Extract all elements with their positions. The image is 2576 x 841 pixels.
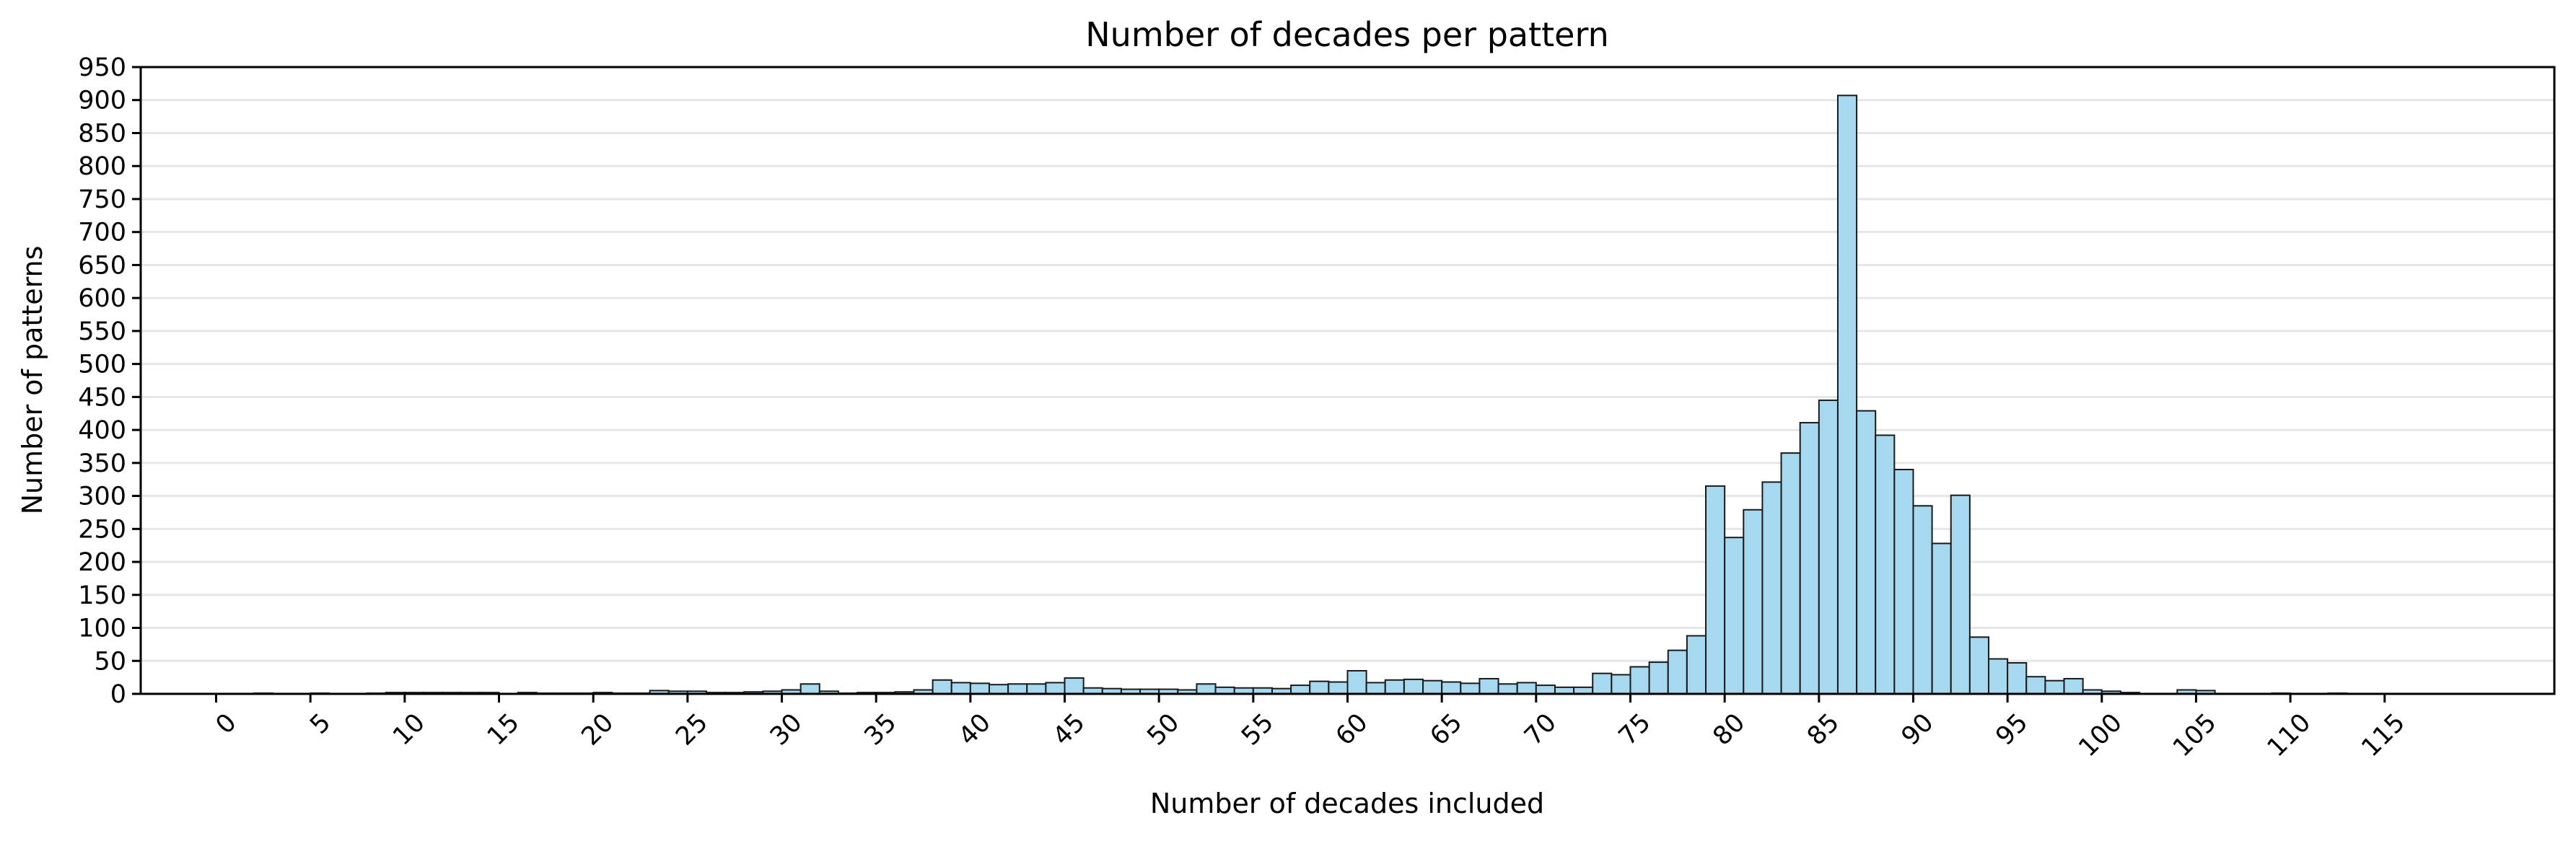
- y-tick-label-100: 100: [78, 615, 126, 643]
- bar-94: [1988, 658, 2009, 695]
- bar-64: [1422, 679, 1443, 695]
- bar-63: [1403, 678, 1424, 695]
- bar-98: [2063, 677, 2084, 695]
- bar-89: [1893, 468, 1914, 695]
- y-tick-label-350: 350: [78, 449, 126, 478]
- bar-93: [1968, 636, 1990, 695]
- bar-66: [1460, 682, 1481, 695]
- bar-73: [1592, 672, 1613, 695]
- bar-88: [1875, 434, 1896, 695]
- bar-81: [1743, 508, 1764, 695]
- bar-69: [1516, 682, 1537, 695]
- bar-96: [2025, 676, 2046, 695]
- bar-95: [2007, 662, 2028, 695]
- bar-78: [1686, 635, 1707, 695]
- bar-39: [950, 682, 971, 695]
- bar-91: [1931, 542, 1952, 695]
- y-tick-label-850: 850: [78, 119, 126, 148]
- bar-80: [1724, 537, 1745, 695]
- bar-70: [1535, 684, 1556, 695]
- bar-44: [1045, 682, 1066, 695]
- y-tick-label-150: 150: [78, 581, 126, 610]
- bar-75: [1629, 666, 1650, 695]
- chart-title: Number of decades per pattern: [1085, 15, 1609, 54]
- bar-85: [1818, 399, 1839, 695]
- bar-59: [1328, 681, 1349, 695]
- bar-58: [1309, 680, 1330, 695]
- bar-82: [1761, 481, 1782, 695]
- bar-79: [1705, 485, 1726, 695]
- bar-31: [799, 683, 820, 695]
- bar-76: [1648, 661, 1669, 695]
- bar-86: [1836, 94, 1858, 695]
- bar-92: [1950, 494, 1971, 695]
- y-tick-label-400: 400: [78, 416, 126, 445]
- y-tick-label-950: 950: [78, 53, 126, 82]
- y-tick-label-650: 650: [78, 251, 126, 280]
- bar-40: [969, 682, 990, 695]
- bar-83: [1780, 452, 1801, 695]
- y-tick-label-700: 700: [78, 219, 126, 247]
- bar-57: [1290, 684, 1311, 695]
- bar-45: [1064, 677, 1085, 695]
- bar-97: [2044, 679, 2065, 695]
- bar-67: [1478, 677, 1499, 695]
- bar-74: [1611, 674, 1631, 695]
- bar-60: [1346, 669, 1367, 695]
- y-axis-ticks: 0 50 100 150 200 250 300 350 400 450 500 550 600 650 7…: [78, 53, 141, 709]
- bar-68: [1497, 683, 1518, 695]
- y-tick-label-800: 800: [78, 152, 126, 181]
- y-tick-label-450: 450: [78, 383, 126, 412]
- y-tick-label-300: 300: [78, 483, 126, 511]
- y-axis-label: Number of patterns: [17, 246, 48, 515]
- y-tick-label-550: 550: [78, 317, 126, 346]
- bar-38: [932, 679, 952, 695]
- bar-52: [1196, 683, 1217, 695]
- bar-84: [1799, 422, 1820, 695]
- bar-61: [1365, 682, 1386, 695]
- y-tick-label-500: 500: [78, 351, 126, 379]
- gridlines: [141, 66, 2554, 695]
- x-axis-label: Number of decades included: [1150, 788, 1544, 819]
- bar-77: [1667, 649, 1688, 695]
- bar-42: [1007, 683, 1028, 695]
- bar-41: [988, 684, 1009, 695]
- y-tick-label-200: 200: [78, 548, 126, 577]
- y-tick-label-600: 600: [78, 284, 126, 313]
- y-tick-label-50: 50: [94, 647, 126, 676]
- bar-87: [1856, 410, 1877, 695]
- y-tick-label-250: 250: [78, 515, 126, 544]
- bar-62: [1384, 679, 1405, 695]
- y-tick-label-750: 750: [78, 185, 126, 214]
- y-tick-label-900: 900: [78, 87, 126, 115]
- bar-43: [1026, 683, 1047, 695]
- y-tick-label-0: 0: [110, 680, 126, 709]
- bar-65: [1441, 681, 1462, 695]
- bar-90: [1912, 505, 1933, 695]
